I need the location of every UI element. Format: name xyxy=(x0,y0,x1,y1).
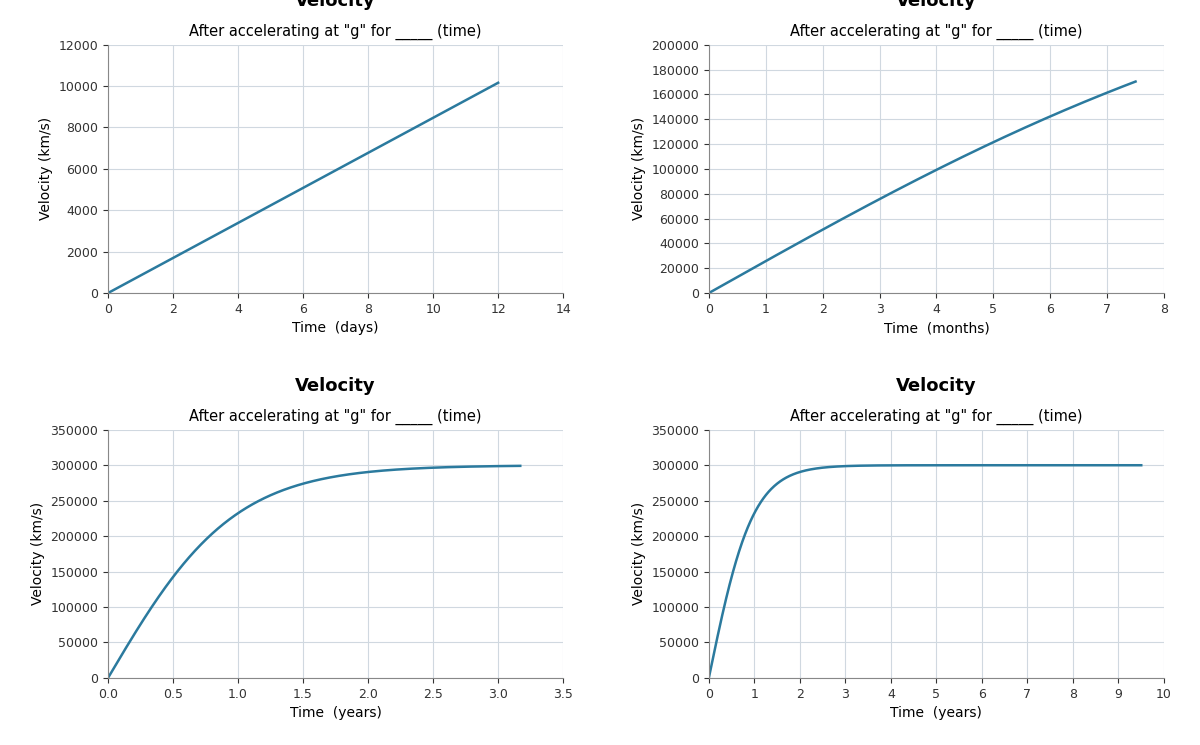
X-axis label: Time  (years): Time (years) xyxy=(890,706,983,720)
Title: Velocity: Velocity xyxy=(295,377,376,395)
Text: After accelerating at "g" for _____ (time): After accelerating at "g" for _____ (tim… xyxy=(790,408,1082,425)
Y-axis label: Velocity (km/s): Velocity (km/s) xyxy=(38,117,53,221)
Text: After accelerating at "g" for _____ (time): After accelerating at "g" for _____ (tim… xyxy=(190,24,482,39)
X-axis label: Time  (months): Time (months) xyxy=(883,321,989,335)
Y-axis label: Velocity (km/s): Velocity (km/s) xyxy=(631,117,646,221)
Title: Velocity: Velocity xyxy=(295,0,376,10)
Text: After accelerating at "g" for _____ (time): After accelerating at "g" for _____ (tim… xyxy=(790,24,1082,39)
Title: Velocity: Velocity xyxy=(896,377,977,395)
X-axis label: Time  (days): Time (days) xyxy=(293,321,379,335)
Y-axis label: Velocity (km/s): Velocity (km/s) xyxy=(631,502,646,606)
Title: Velocity: Velocity xyxy=(896,0,977,10)
Y-axis label: Velocity (km/s): Velocity (km/s) xyxy=(31,502,44,606)
X-axis label: Time  (years): Time (years) xyxy=(289,706,382,720)
Text: After accelerating at "g" for _____ (time): After accelerating at "g" for _____ (tim… xyxy=(190,408,482,425)
